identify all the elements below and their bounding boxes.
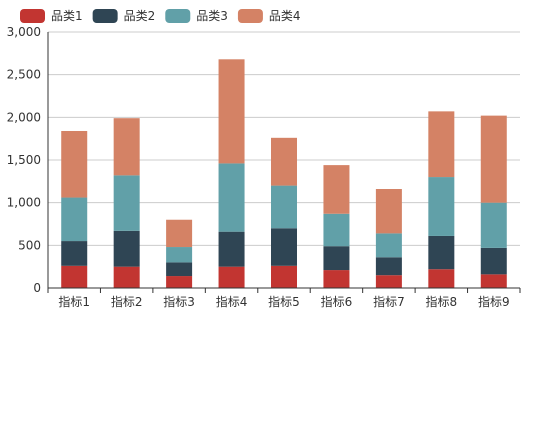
bar-segment[interactable] bbox=[428, 235, 455, 270]
x-tick-label: 指标5 bbox=[268, 294, 300, 309]
bar-segment[interactable] bbox=[166, 276, 193, 288]
bar-segment[interactable] bbox=[428, 269, 455, 288]
bars bbox=[61, 59, 507, 288]
y-axis: 0 500 1,000 1,500 2,000 2,500 3,000 bbox=[7, 25, 49, 295]
bar-segment[interactable] bbox=[61, 197, 88, 242]
legend-item[interactable]: 品类2 bbox=[92, 9, 156, 23]
legend-swatch bbox=[20, 9, 45, 23]
y-tick-label: 2,000 bbox=[7, 110, 41, 124]
bar-segment[interactable] bbox=[113, 118, 140, 176]
bar-segment[interactable] bbox=[323, 165, 350, 214]
bar-segment[interactable] bbox=[480, 202, 507, 248]
x-tick-label: 指标4 bbox=[216, 294, 248, 309]
bar-segment[interactable] bbox=[166, 219, 193, 248]
y-tick-label: 3,000 bbox=[7, 25, 41, 39]
legend-item[interactable]: 品类3 bbox=[165, 9, 228, 23]
bar-segment[interactable] bbox=[166, 247, 193, 263]
bar-segment[interactable] bbox=[271, 265, 297, 288]
y-tick-label: 0 bbox=[33, 281, 41, 295]
x-axis: 指标1 指标2 指标3 指标4 指标5 指标6 指标7 指标8 指标9 bbox=[47, 287, 521, 309]
bar-segment[interactable] bbox=[428, 177, 455, 236]
x-tick-label: 指标8 bbox=[426, 294, 458, 309]
bar-segment[interactable] bbox=[375, 233, 402, 258]
bar-segment[interactable] bbox=[480, 274, 507, 288]
bar-segment[interactable] bbox=[323, 213, 350, 247]
legend-label: 品类2 bbox=[124, 9, 156, 23]
x-tick-label: 指标2 bbox=[111, 294, 143, 309]
bar-segment[interactable] bbox=[61, 130, 88, 198]
bar-segment[interactable] bbox=[218, 266, 245, 288]
y-tick-label: 1,000 bbox=[7, 196, 41, 210]
y-tick-label: 2,500 bbox=[7, 68, 41, 82]
x-tick-label: 指标6 bbox=[321, 294, 353, 309]
y-tick-label: 500 bbox=[18, 238, 41, 252]
bar-segment[interactable] bbox=[480, 115, 507, 203]
legend-swatch bbox=[237, 9, 263, 23]
bar-segment[interactable] bbox=[271, 228, 297, 266]
bar-segment[interactable] bbox=[166, 262, 193, 277]
legend-swatch bbox=[165, 9, 191, 23]
bar-segment[interactable] bbox=[428, 111, 455, 178]
bar-segment[interactable] bbox=[218, 231, 245, 267]
bar-segment[interactable] bbox=[480, 247, 507, 275]
x-tick-label: 指标7 bbox=[373, 294, 405, 309]
bar-segment[interactable] bbox=[375, 275, 402, 288]
x-tick-label: 指标9 bbox=[478, 294, 510, 309]
bar-segment[interactable] bbox=[271, 185, 297, 229]
legend-swatch bbox=[92, 9, 118, 23]
bar-segment[interactable] bbox=[375, 189, 402, 234]
bar-segment[interactable] bbox=[218, 163, 245, 232]
legend-label: 品类3 bbox=[196, 9, 228, 23]
bar-segment[interactable] bbox=[61, 241, 88, 266]
legend-item[interactable]: 品类4 bbox=[237, 9, 301, 23]
bar-segment[interactable] bbox=[113, 266, 140, 288]
bar-segment[interactable] bbox=[218, 59, 245, 164]
legend-label: 品类4 bbox=[269, 9, 301, 23]
x-tick-label: 指标3 bbox=[163, 294, 195, 309]
bar-segment[interactable] bbox=[323, 270, 350, 288]
bar-segment[interactable] bbox=[61, 265, 88, 288]
x-tick-label: 指标1 bbox=[58, 294, 90, 309]
legend[interactable]: 品类1 品类2 品类3 品类4 bbox=[20, 9, 301, 23]
legend-label: 品类1 bbox=[51, 9, 83, 23]
y-tick-label: 1,500 bbox=[7, 153, 41, 167]
bar-segment[interactable] bbox=[375, 257, 402, 276]
bar-segment[interactable] bbox=[113, 230, 140, 267]
legend-item[interactable]: 品类1 bbox=[20, 9, 83, 23]
bar-segment[interactable] bbox=[323, 246, 350, 271]
bar-segment[interactable] bbox=[271, 137, 297, 186]
bar-segment[interactable] bbox=[113, 175, 140, 231]
